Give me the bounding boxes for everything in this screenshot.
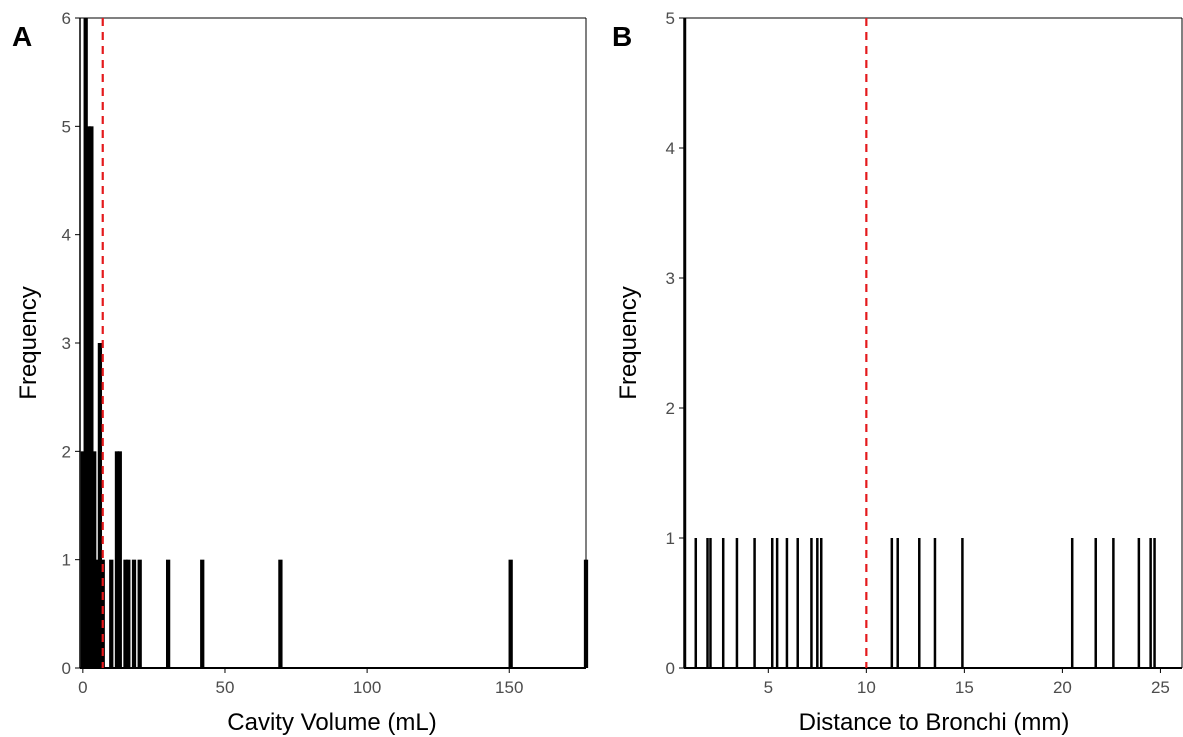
x-tick-label: 15	[955, 678, 974, 697]
x-tick-label: 50	[216, 678, 235, 697]
y-tick-label: 3	[666, 269, 675, 288]
histogram-bar	[735, 538, 739, 668]
panel-a-ticks: 0 1 2 3 4 5 6 0 50 100 150	[62, 9, 524, 697]
panel-a-x-axis-title: Cavity Volume (mL)	[227, 709, 436, 736]
panel-a-y-axis-title: Frequency	[15, 286, 42, 399]
histogram-bar	[810, 538, 813, 668]
histogram-bar	[918, 538, 921, 668]
panel-b-y-axis-title: Frequency	[615, 286, 642, 399]
y-tick-label: 0	[666, 659, 675, 678]
histogram-bar	[961, 538, 964, 668]
histogram-bar	[1094, 538, 1097, 668]
y-tick-label: 4	[666, 139, 675, 158]
histogram-bar	[694, 538, 698, 668]
x-tick-label: 100	[353, 678, 381, 697]
histogram-bar	[753, 538, 756, 668]
histogram-bar	[508, 559, 513, 668]
y-tick-label: 0	[62, 659, 71, 678]
x-tick-label: 20	[1053, 678, 1072, 697]
y-tick-label: 2	[666, 399, 675, 418]
histogram-bar	[83, 18, 88, 668]
histogram-bar	[896, 538, 899, 668]
panel-b-ticks: 0 1 2 3 4 5 5 10 15 20 25	[666, 9, 1170, 697]
histogram-bar	[1112, 538, 1115, 668]
histogram-bar	[1070, 538, 1074, 668]
panel-b-bars	[683, 18, 1156, 668]
histogram-bar	[816, 538, 819, 668]
x-tick-label: 0	[78, 678, 87, 697]
histogram-bar	[721, 538, 725, 668]
histogram-bar	[583, 559, 589, 668]
y-tick-label: 1	[62, 551, 71, 570]
histogram-bar	[1153, 538, 1156, 668]
histogram-bar	[114, 451, 120, 668]
histogram-bar	[109, 559, 114, 668]
histogram-bar	[775, 538, 779, 668]
x-tick-label: 25	[1151, 678, 1170, 697]
panel-b-x-axis-title: Distance to Bronchi (mm)	[799, 709, 1070, 736]
histogram-bar	[819, 538, 823, 668]
x-tick-label: 10	[857, 678, 876, 697]
histogram-bar	[200, 559, 205, 668]
y-tick-label: 5	[666, 9, 675, 28]
y-tick-label: 2	[62, 442, 71, 461]
panel-b: B 0 1 2 3 4 5 5 10 15 20 25 Distance to Bronchi (m…	[612, 9, 1183, 736]
histogram-bar	[117, 451, 122, 668]
y-tick-label: 1	[666, 529, 675, 548]
y-tick-label: 5	[62, 117, 71, 136]
histogram-bar	[131, 559, 137, 668]
histogram-bar	[123, 559, 128, 668]
histogram-bar	[86, 126, 91, 669]
histogram-bar	[1137, 538, 1141, 668]
panel-a-letter: A	[12, 21, 32, 52]
panel-a: A 0 1 2 3 4 5 6 0 50 100 150 Cavity Volume (mL) Fr…	[12, 9, 589, 736]
histogram-bar	[94, 559, 100, 668]
histogram-bar	[137, 559, 142, 668]
x-tick-label: 150	[495, 678, 523, 697]
histogram-bar	[709, 538, 712, 668]
histogram-bar	[683, 18, 687, 668]
histogram-bar	[278, 559, 283, 668]
histogram-bar	[890, 538, 894, 668]
histogram-bar	[92, 451, 97, 668]
y-tick-label: 3	[62, 334, 71, 353]
panel-a-bars	[80, 18, 589, 669]
panel-b-letter: B	[612, 21, 632, 52]
histogram-bar	[89, 126, 94, 669]
histogram-bar	[97, 343, 103, 668]
panel-b-axes	[683, 17, 1183, 669]
histogram-bar	[126, 559, 131, 668]
x-tick-label: 5	[764, 678, 773, 697]
y-tick-label: 6	[62, 9, 71, 28]
histogram-bar	[933, 538, 937, 668]
histogram-bar	[165, 559, 171, 668]
histogram-bar	[80, 451, 85, 668]
histogram-bar	[1149, 538, 1152, 668]
histogram-bar	[770, 538, 774, 668]
histogram-bar	[785, 538, 789, 668]
y-tick-label: 4	[62, 226, 71, 245]
histogram-bar	[706, 538, 709, 668]
histogram-bar	[796, 538, 799, 668]
